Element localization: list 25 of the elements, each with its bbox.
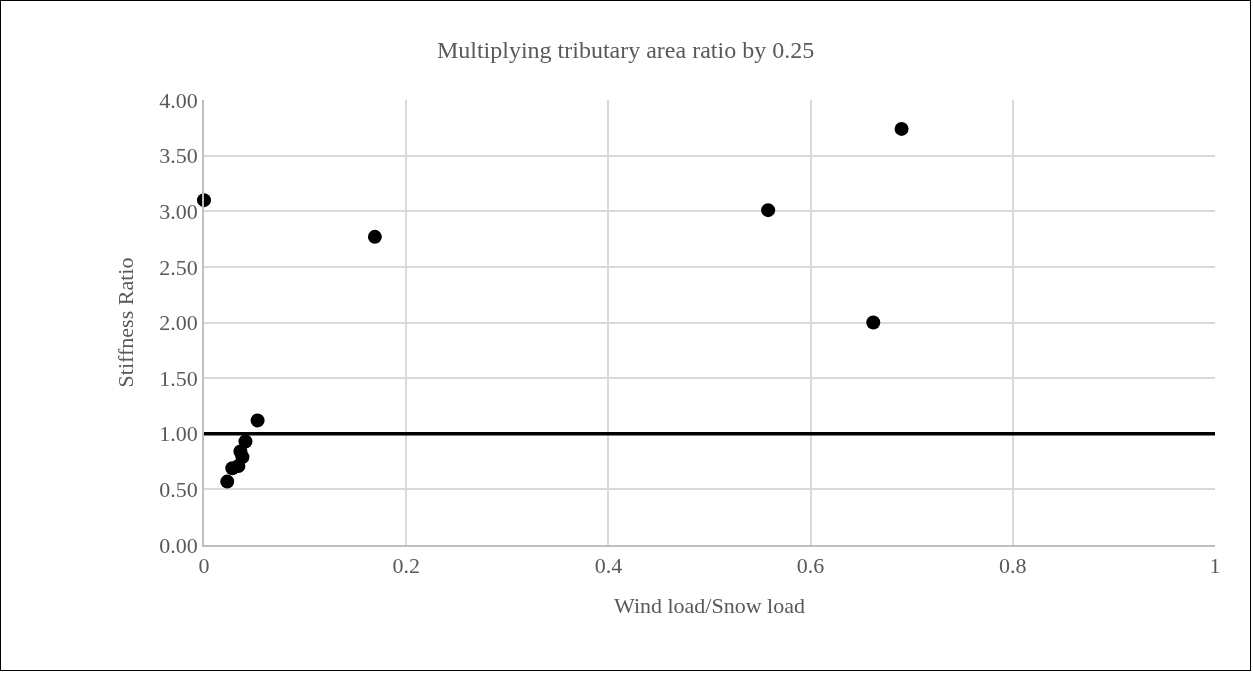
point [250,413,265,428]
x-tick-label: 0.2 [392,553,420,579]
y-tick-label: 3.50 [159,143,198,169]
chart-title: Multiplying tributary area ratio by 0.25 [436,36,815,63]
x-tick-label: 0.6 [796,553,825,579]
x-tick-label: 1 [1209,553,1221,579]
point [866,315,881,330]
point [894,121,909,136]
y-tick-label: 1.00 [159,421,198,447]
y-tick-label: 1.50 [159,365,198,391]
y-axis-title: Stiffness Ratio [112,257,138,388]
x-tick-label: 0.4 [594,553,623,579]
x-tick-label: 0.8 [999,553,1027,579]
x-axis-title: Wind load/Snow load [614,592,805,618]
y-tick-label: 2.00 [159,310,198,336]
y-tick-label: 0.50 [159,477,198,503]
x-tick-label: 0 [198,553,210,579]
point [231,459,246,473]
y-tick-label: 0.00 [159,532,198,558]
point [220,474,235,489]
y-tick-label: 4.00 [159,87,198,113]
point [367,229,382,244]
point [761,203,776,218]
y-tick-label: 2.50 [159,254,198,280]
y-tick-label: 3.00 [159,198,198,224]
